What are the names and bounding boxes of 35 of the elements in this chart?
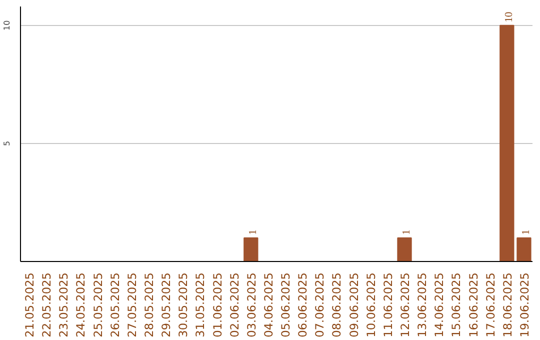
x-tick-label: 26.05.2025 (108, 272, 122, 338)
x-tick-label: 28.05.2025 (142, 272, 156, 338)
x-tick-label: 09.06.2025 (346, 272, 361, 338)
x-tick-label: 29.05.2025 (159, 272, 174, 338)
x-tick-label: 27.05.2025 (124, 272, 139, 338)
x-tick-label: 01.06.2025 (210, 272, 224, 338)
x-tick-label: 18.06.2025 (500, 272, 514, 338)
x-tick-label: 22.05.2025 (40, 272, 54, 338)
x-tick-label: 13.06.2025 (415, 272, 430, 338)
data-label: 1 (248, 230, 259, 235)
x-tick-label: 07.06.2025 (312, 272, 327, 338)
y-tick-label: 5 (2, 140, 12, 146)
x-tick-label: 31.05.2025 (193, 272, 208, 338)
x-tick-label: 08.06.2025 (330, 272, 344, 338)
x-tick-label: 14.06.2025 (432, 272, 446, 338)
x-tick-label: 11.06.2025 (380, 272, 395, 338)
x-tick-label: 19.06.2025 (517, 272, 532, 338)
data-label: 1 (520, 230, 532, 235)
data-label: 10 (504, 12, 515, 22)
data-label: 1 (402, 230, 412, 235)
x-tick-label: 02.06.2025 (227, 272, 242, 338)
x-tick-label: 06.06.2025 (296, 272, 310, 338)
x-tick-label: 23.05.2025 (56, 272, 71, 338)
x-tick-label: 24.05.2025 (74, 272, 88, 338)
x-tick-label: 12.06.2025 (398, 272, 412, 338)
x-tick-label: 10.06.2025 (364, 272, 378, 338)
x-tick-label: 15.06.2025 (449, 272, 464, 338)
x-tick-label: 17.06.2025 (483, 272, 498, 338)
x-tick-label: 03.06.2025 (244, 272, 258, 338)
x-tick-label: 16.06.2025 (466, 272, 480, 338)
x-tick-label: 21.05.2025 (22, 272, 37, 338)
x-tick-label: 25.05.2025 (90, 272, 105, 338)
x-tick-label: 30.05.2025 (176, 272, 190, 338)
x-tick-label: 05.06.2025 (278, 272, 293, 338)
x-tick-label: 04.06.2025 (261, 272, 276, 338)
